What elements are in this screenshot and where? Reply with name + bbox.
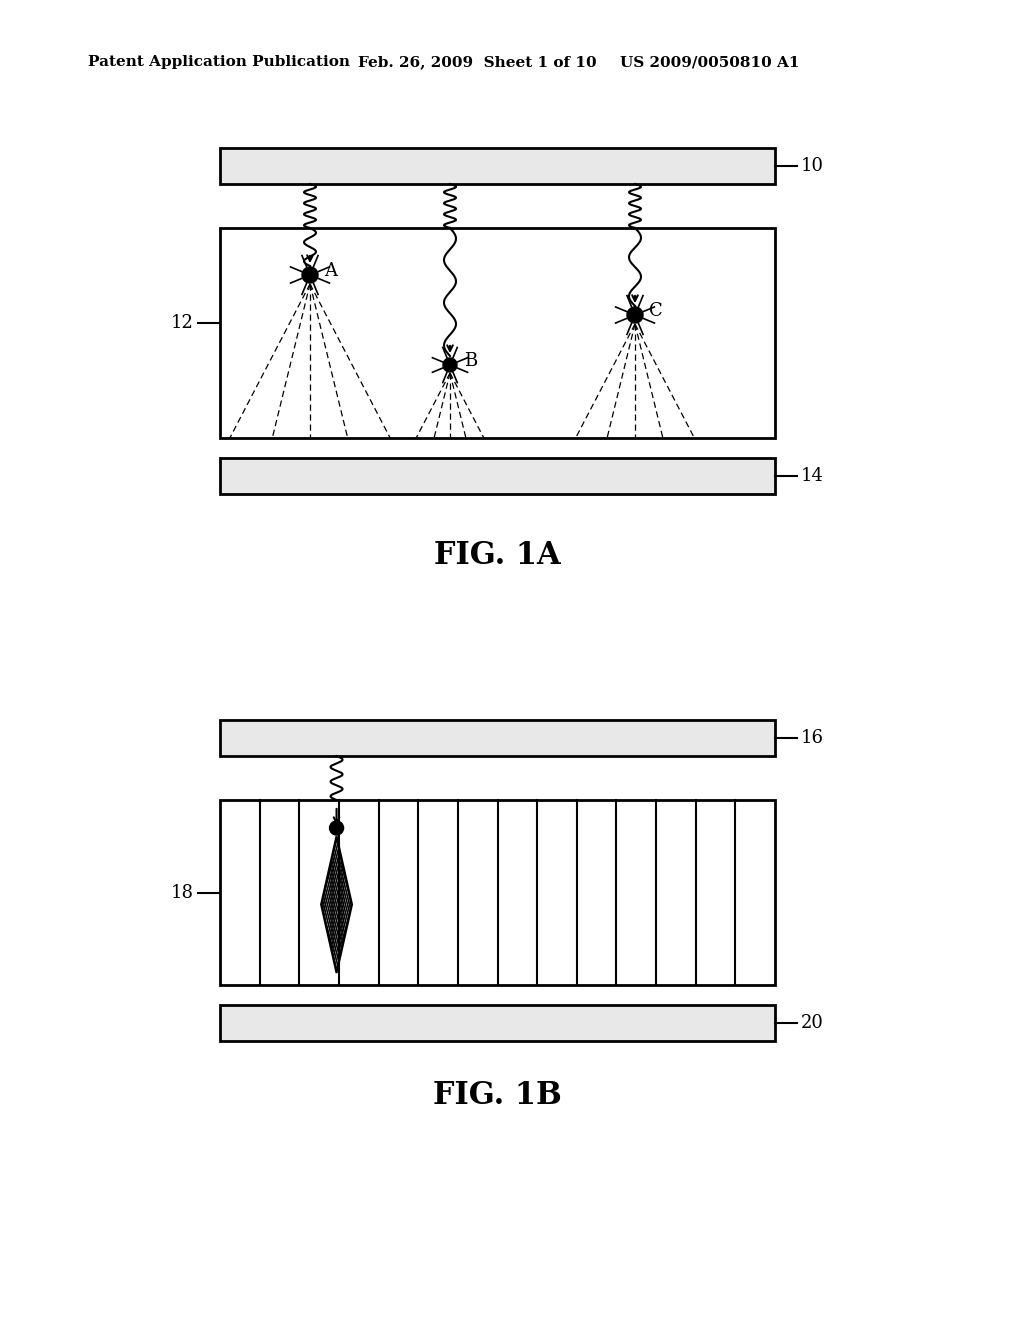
Text: US 2009/0050810 A1: US 2009/0050810 A1 [620, 55, 800, 69]
Circle shape [443, 358, 457, 372]
Text: FIG. 1B: FIG. 1B [432, 1080, 561, 1110]
Bar [220, 800, 775, 985]
Text: Patent Application Publication: Patent Application Publication [88, 55, 350, 69]
Text: 16: 16 [801, 729, 824, 747]
Bar [220, 458, 775, 494]
Text: 14: 14 [801, 467, 824, 484]
Text: 12: 12 [171, 314, 194, 331]
Text: Feb. 26, 2009  Sheet 1 of 10: Feb. 26, 2009 Sheet 1 of 10 [358, 55, 597, 69]
Text: C: C [649, 302, 663, 319]
Text: A: A [324, 261, 337, 280]
Text: 20: 20 [801, 1014, 824, 1032]
Text: B: B [464, 352, 477, 370]
Text: 10: 10 [801, 157, 824, 176]
Circle shape [627, 308, 643, 323]
Circle shape [330, 821, 343, 836]
Bar [220, 1005, 775, 1041]
Text: FIG. 1A: FIG. 1A [434, 540, 560, 570]
Bar [220, 148, 775, 183]
Text: 18: 18 [171, 883, 194, 902]
Bar [220, 719, 775, 756]
Circle shape [302, 267, 318, 282]
Bar [220, 228, 775, 438]
